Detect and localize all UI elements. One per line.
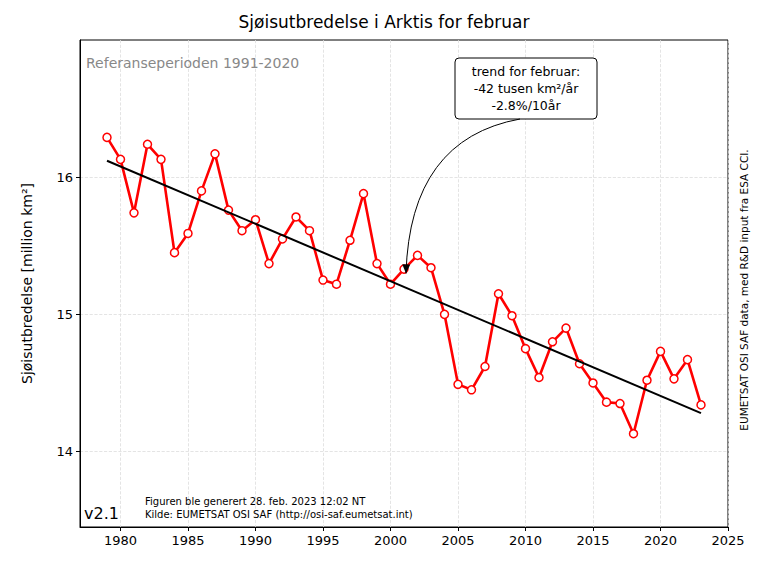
svg-text:1995: 1995 [306,533,339,548]
svg-text:14: 14 [56,444,73,459]
svg-text:2020: 2020 [644,533,677,548]
svg-text:v2.1: v2.1 [84,504,119,523]
svg-text:15: 15 [56,307,73,322]
svg-text:Figuren ble generert 28. feb.: Figuren ble generert 28. feb. 2023 12:02… [145,496,366,507]
svg-text:EUMETSAT OSI SAF data, med R&D: EUMETSAT OSI SAF data, med R&D input fra… [738,149,750,430]
svg-text:-42 tusen km²/år: -42 tusen km²/år [474,81,580,96]
svg-text:Referanseperioden 1991-2020: Referanseperioden 1991-2020 [86,55,299,71]
svg-text:Kilde: EUMETSAT OSI SAF (http:: Kilde: EUMETSAT OSI SAF (http://osi-saf.… [145,509,413,520]
svg-text:2005: 2005 [441,533,474,548]
svg-text:2025: 2025 [711,533,744,548]
svg-text:Sjøisutbredelse i Arktis for f: Sjøisutbredelse i Arktis for februar [239,12,530,32]
svg-text:-2.8%/10år: -2.8%/10år [491,98,561,113]
svg-text:1990: 1990 [239,533,272,548]
svg-text:2015: 2015 [576,533,609,548]
svg-text:Sjøisutbredelse [million km²]: Sjøisutbredelse [million km²] [19,183,35,384]
svg-text:2010: 2010 [509,533,542,548]
svg-text:1980: 1980 [104,533,137,548]
svg-text:16: 16 [56,170,73,185]
svg-text:2000: 2000 [374,533,407,548]
svg-text:trend for februar:: trend for februar: [472,64,580,79]
svg-text:1985: 1985 [171,533,204,548]
